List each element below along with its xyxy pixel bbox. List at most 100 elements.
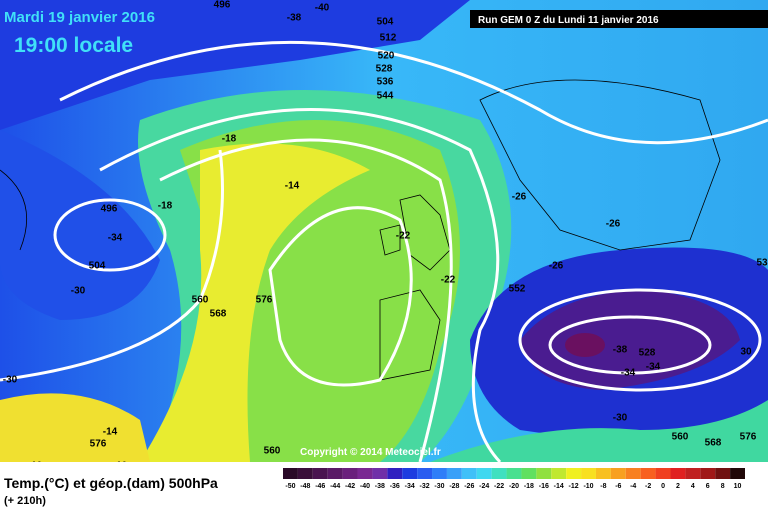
time-title: 19:00 locale xyxy=(14,34,133,57)
scale-swatch xyxy=(685,468,701,479)
contour-line xyxy=(99,108,502,464)
scale-swatch xyxy=(506,468,522,479)
contour-label: 560 xyxy=(192,295,209,306)
contour-label: 544 xyxy=(377,91,394,102)
scale-swatch xyxy=(461,468,477,479)
scale-swatch xyxy=(700,468,716,479)
scale-label: -12 xyxy=(569,483,579,490)
scale-swatch xyxy=(417,468,433,479)
contour-label: -34 xyxy=(621,368,636,379)
contour-label: -26 xyxy=(549,261,564,272)
contour-label: 496 xyxy=(214,0,231,11)
contour-label: -14 xyxy=(103,427,118,438)
scale-swatch xyxy=(476,468,492,479)
contour-label: 576 xyxy=(256,295,273,306)
contour-label: -30 xyxy=(71,286,86,297)
contour-label: 30 xyxy=(740,347,752,358)
contour-label: 504 xyxy=(377,17,394,28)
contour-label: -26 xyxy=(606,219,621,230)
scale-swatch xyxy=(446,468,462,479)
scale-swatch xyxy=(357,468,373,479)
contour-label: 560 xyxy=(264,446,281,457)
scale-label: -46 xyxy=(315,483,325,490)
scale-swatch xyxy=(312,468,328,479)
scale-label: -42 xyxy=(345,483,355,490)
scale-swatch xyxy=(521,468,537,479)
scale-label: -24 xyxy=(479,483,489,490)
scale-swatch xyxy=(342,468,358,479)
contour-label: 496 xyxy=(101,204,118,215)
contour-label: 528 xyxy=(376,64,393,75)
contour-label: 576 xyxy=(740,432,757,443)
scale-label: -34 xyxy=(405,483,415,490)
contour-label: 552 xyxy=(509,284,526,295)
scale-swatch xyxy=(625,468,641,479)
scale-label: 8 xyxy=(721,483,725,490)
scale-label: -6 xyxy=(615,483,621,490)
scale-label: 4 xyxy=(691,483,695,490)
contour-label: -34 xyxy=(108,233,123,244)
contour-label: -30 xyxy=(3,375,18,386)
run-info: Run GEM 0 Z du Lundi 11 janvier 2016 xyxy=(478,15,659,26)
scale-label: -18 xyxy=(524,483,534,490)
contour-label: 536 xyxy=(377,77,394,88)
contour-label: -40 xyxy=(315,3,330,14)
contour-label: 53 xyxy=(756,258,768,269)
legend-title: Temp.(°C) et géop.(dam) 500hPa xyxy=(4,475,218,491)
scale-swatch xyxy=(730,468,745,479)
contours xyxy=(0,40,768,464)
scale-label: 6 xyxy=(706,483,710,490)
scale-label: -4 xyxy=(630,483,636,490)
scale-swatch xyxy=(595,468,611,479)
warm-southwest xyxy=(0,393,150,462)
southeast-zone xyxy=(430,400,768,462)
scale-label: -36 xyxy=(390,483,400,490)
contour-line xyxy=(159,138,453,463)
contour-label: -30 xyxy=(613,413,628,424)
scale-swatch xyxy=(432,468,447,479)
contour-line xyxy=(268,206,413,387)
contour-line xyxy=(53,198,167,272)
contour-label: 512 xyxy=(380,33,397,44)
cold-center xyxy=(565,333,605,357)
scale-swatch xyxy=(581,468,596,479)
contour-label: -34 xyxy=(646,362,661,373)
scale-swatch xyxy=(640,468,656,479)
contour-label: -18 xyxy=(222,134,237,145)
scale-swatch xyxy=(297,468,313,479)
contour-label: 568 xyxy=(210,309,227,320)
scale-label: 0 xyxy=(661,483,665,490)
scale-swatch xyxy=(283,468,298,479)
scale-label: -40 xyxy=(360,483,370,490)
cold-north xyxy=(0,0,470,130)
scale-swatch xyxy=(327,468,343,479)
contour-line xyxy=(0,149,224,382)
scale-swatch xyxy=(372,468,388,479)
contour-label: -14 xyxy=(285,181,300,192)
scale-label: -20 xyxy=(509,483,519,490)
scale-swatch xyxy=(566,468,582,479)
contour-label: -18 xyxy=(158,201,173,212)
run-box xyxy=(470,10,768,28)
scale-swatch xyxy=(387,468,403,479)
scale-label: -10 xyxy=(583,483,593,490)
scale-label: 2 xyxy=(676,483,680,490)
contour-label: 528 xyxy=(639,348,656,359)
scale-label: -2 xyxy=(645,483,651,490)
scale-swatch xyxy=(670,468,686,479)
scale-label: -38 xyxy=(375,483,385,490)
scale-swatch xyxy=(715,468,731,479)
scale-label: -48 xyxy=(300,483,310,490)
scale-swatch xyxy=(491,468,507,479)
scale-label: -26 xyxy=(464,483,474,490)
contour-line xyxy=(518,288,762,392)
scale-label: -50 xyxy=(285,483,295,490)
color-scale: -50 -48 -46 -44 -42 -40 -38 -36 -34 -32 -30 -28 -26-… xyxy=(283,468,745,490)
scale-swatch xyxy=(402,468,418,479)
legend-subtitle: (+ 210h) xyxy=(4,495,46,507)
date-title: Mardi 19 janvier 2016 xyxy=(4,9,155,26)
contour-label: -38 xyxy=(613,345,628,356)
map: 496 -38 -40 504 512 520 528 536 544 -18 … xyxy=(0,0,768,474)
contour-label: -22 xyxy=(441,275,456,286)
